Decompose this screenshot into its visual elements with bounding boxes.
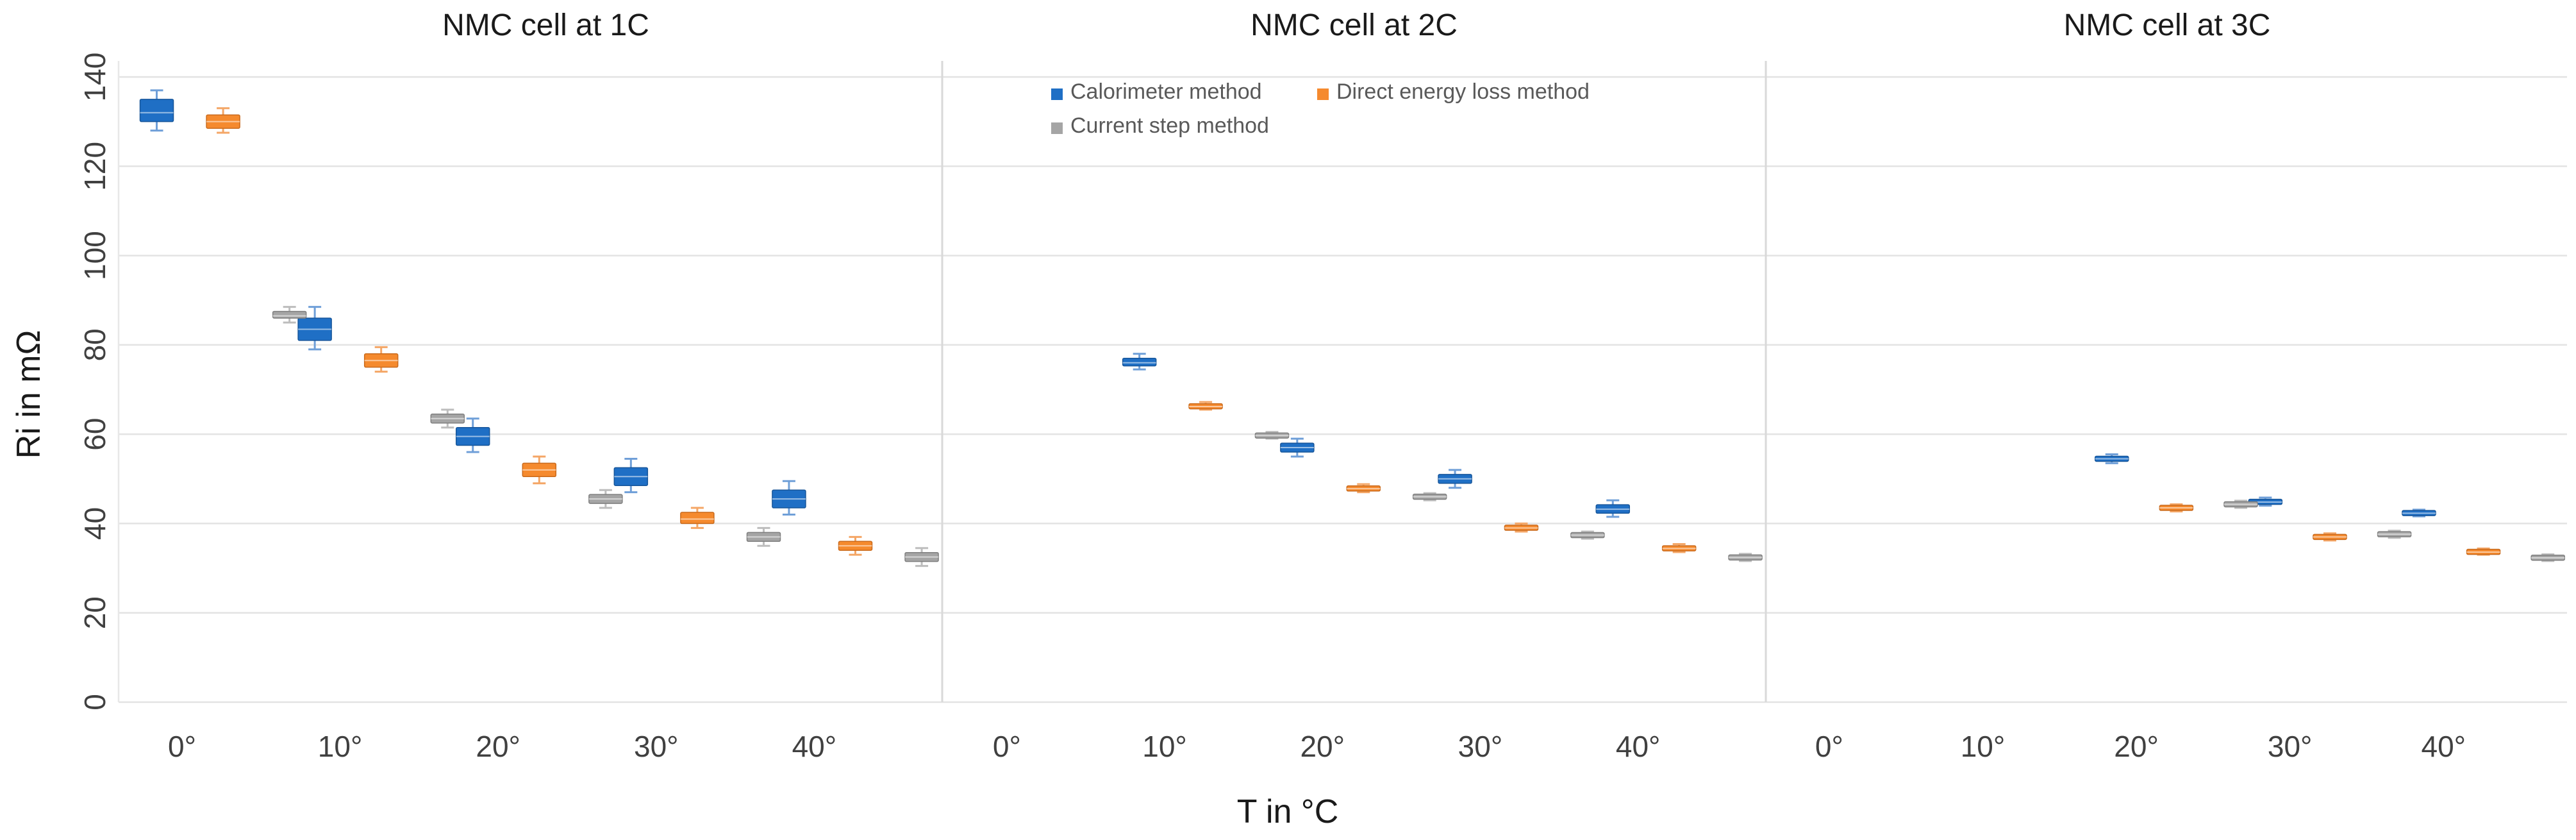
- y-tick-label-40: 40: [78, 507, 112, 540]
- box-calorimeter-panel2-3: [1438, 469, 1472, 489]
- box-current-panel2-1: [1254, 431, 1290, 440]
- axes: Ri in mΩ T in °C 0 20 40 60 80 100 120 140 0° 10°…: [10, 53, 2466, 830]
- box-body: [680, 512, 715, 525]
- legend: Calorimeter method Direct energy loss met…: [1051, 80, 1590, 138]
- box-current-panel1-2: [588, 489, 623, 509]
- box-marks: [139, 89, 2565, 567]
- box-direct-panel1-2: [522, 455, 557, 485]
- x-tick-label-panel2-0: 0°: [993, 730, 1021, 763]
- x-tick-label-panel3-2: 20°: [2114, 730, 2159, 763]
- x-tick-label-panel2-2: 20°: [1300, 730, 1345, 763]
- panel-title-2: NMC cell at 2C: [1251, 8, 1458, 42]
- box-direct-panel2-2: [1346, 483, 1381, 494]
- box-calorimeter-panel2-1: [1122, 353, 1157, 371]
- box-direct-panel3-3: [2313, 532, 2347, 542]
- box-direct-panel1-4: [838, 535, 873, 556]
- panel-title-3: NMC cell at 3C: [2064, 8, 2271, 42]
- y-tick-label-0: 0: [78, 694, 112, 710]
- box-calorimeter-panel1-1: [297, 306, 332, 351]
- x-tick-label-panel1-0: 0°: [168, 730, 196, 763]
- y-tick-label-60: 60: [78, 418, 112, 451]
- y-axis-title: Ri in mΩ: [10, 330, 47, 459]
- panel-dividers: [117, 61, 1767, 702]
- legend-label-1: Direct energy loss method: [1336, 80, 1590, 104]
- box-calorimeter-panel2-4: [1595, 499, 1631, 518]
- x-tick-label-panel2-1: 10°: [1142, 730, 1187, 763]
- box-current-panel3-2: [2223, 500, 2258, 509]
- box-calorimeter-panel1-2: [455, 417, 490, 453]
- legend-label-2: Current step method: [1070, 113, 1269, 138]
- y-tick-label-80: 80: [78, 328, 112, 361]
- x-tick-label-panel1-1: 10°: [318, 730, 363, 763]
- box-body: [139, 99, 174, 122]
- x-tick-label-panel3-0: 0°: [1815, 730, 1843, 763]
- box-direct-panel2-4: [1661, 542, 1697, 553]
- box-current-panel1-1: [430, 408, 465, 429]
- box-current-panel2-2: [1412, 492, 1447, 501]
- box-calorimeter-panel3-2: [2094, 453, 2129, 464]
- box-direct-panel3-4: [2466, 547, 2501, 556]
- box-current-panel1-0: [272, 306, 307, 324]
- legend-swatch-0: [1051, 88, 1063, 100]
- panel-titles: NMC cell at 1C NMC cell at 2C NMC cell at …: [442, 8, 2270, 42]
- legend-swatch-1: [1317, 88, 1329, 100]
- box-direct-panel3-2: [2159, 503, 2194, 513]
- x-axis-title: T in °C: [1237, 793, 1339, 830]
- x-tick-label-panel1-2: 20°: [476, 730, 520, 763]
- legend-label-0: Calorimeter method: [1070, 80, 1262, 104]
- box-direct-panel1-3: [680, 507, 715, 529]
- box-calorimeter-panel1-0: [139, 89, 174, 132]
- box-body: [272, 310, 307, 319]
- y-tick-label-20: 20: [78, 596, 112, 629]
- box-body: [1122, 358, 1157, 367]
- x-tick-label-panel2-3: 30°: [1458, 730, 1503, 763]
- box-calorimeter-panel1-4: [772, 480, 806, 516]
- box-direct-panel1-1: [363, 346, 399, 373]
- y-tick-label-120: 120: [78, 142, 112, 191]
- box-current-panel1-4: [904, 547, 939, 567]
- x-tick-label-panel1-3: 30°: [634, 730, 679, 763]
- box-calorimeter-panel1-3: [613, 457, 649, 494]
- panel-title-1: NMC cell at 1C: [442, 8, 649, 42]
- box-current-panel1-3: [746, 526, 781, 547]
- x-tick-label-panel1-4: 40°: [792, 730, 837, 763]
- x-tick-label-panel3-4: 40°: [2421, 730, 2466, 763]
- y-tick-label-140: 140: [78, 53, 112, 102]
- x-tick-label-panel3-1: 10°: [1961, 730, 2006, 763]
- box-direct-panel2-1: [1188, 401, 1223, 411]
- box-current-panel3-4: [2530, 553, 2565, 562]
- box-direct-panel2-3: [1504, 522, 1539, 533]
- box-direct-panel1-0: [206, 107, 240, 134]
- gridlines: [119, 76, 2567, 703]
- x-tick-label-panel2-4: 40°: [1616, 730, 1661, 763]
- box-current-panel3-3: [2377, 530, 2412, 539]
- x-tick-label-panel3-3: 30°: [2268, 730, 2313, 763]
- box-current-panel2-4: [1728, 553, 1763, 562]
- y-tick-label-100: 100: [78, 231, 112, 280]
- legend-swatch-2: [1051, 122, 1063, 134]
- box-calorimeter-panel3-4: [2402, 508, 2436, 517]
- box-current-panel2-3: [1570, 530, 1605, 540]
- box-calorimeter-panel2-2: [1280, 437, 1315, 458]
